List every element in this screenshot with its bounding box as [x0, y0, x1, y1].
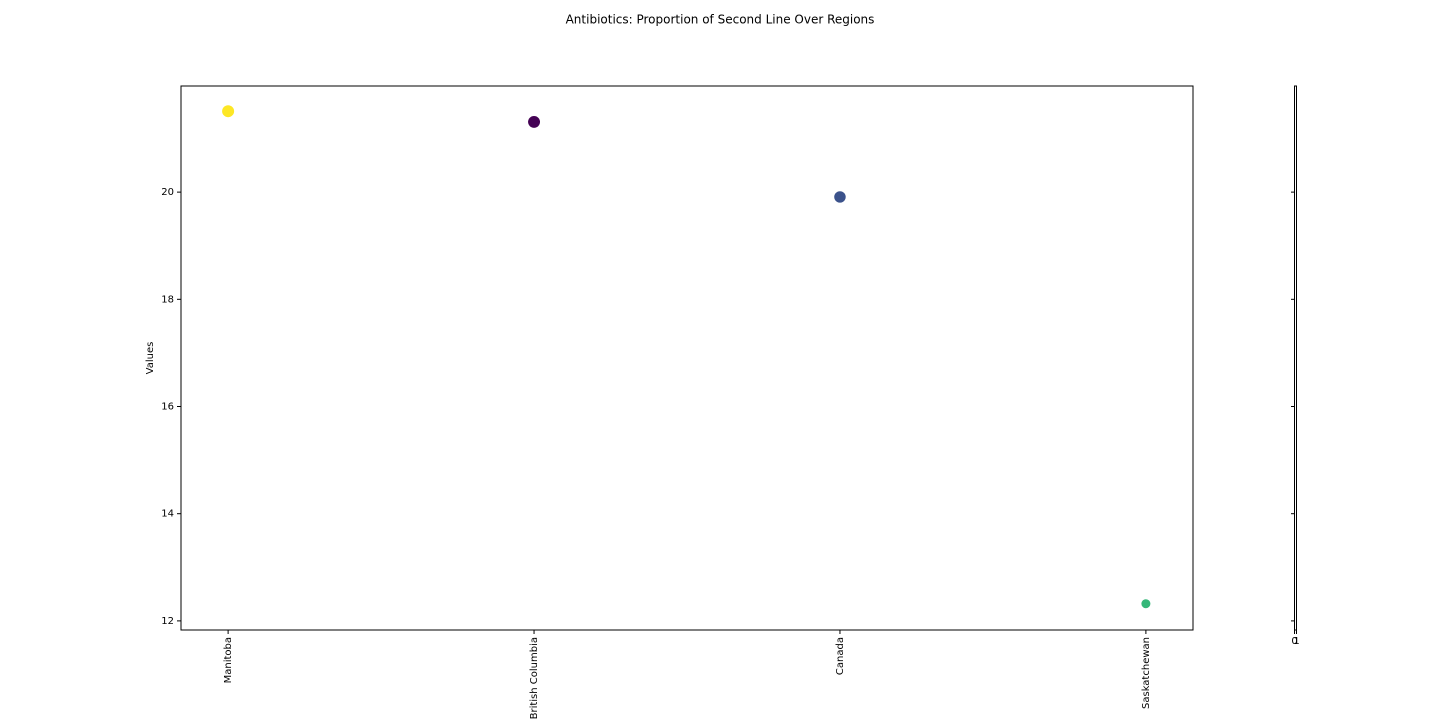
- side-axis-frame: [1294, 85, 1297, 631]
- x-tick-label: Saskatchewan: [1141, 637, 1152, 709]
- y-tick-label: 20: [161, 187, 174, 198]
- y-axis-label: Values: [145, 342, 156, 375]
- plot-frame: [180, 85, 1194, 631]
- point: [528, 115, 541, 128]
- x-tick-label: British Columbia: [529, 637, 540, 719]
- point: [834, 191, 846, 203]
- x-tick-label: Manitoba: [223, 637, 234, 683]
- y-tick-label: 16: [161, 402, 174, 413]
- y-tick-label: 14: [161, 509, 174, 520]
- x-tick-label: Canada: [835, 637, 846, 675]
- side-axis-x-tick-label: 1: [1293, 636, 1299, 647]
- side-axis-x-tick-label: 0: [1291, 636, 1297, 647]
- y-tick-label: 18: [161, 294, 174, 305]
- point: [1141, 599, 1151, 609]
- point: [222, 105, 235, 118]
- y-tick-label: 12: [161, 616, 174, 627]
- chart-title: Antibiotics: Proportion of Second Line O…: [566, 13, 875, 27]
